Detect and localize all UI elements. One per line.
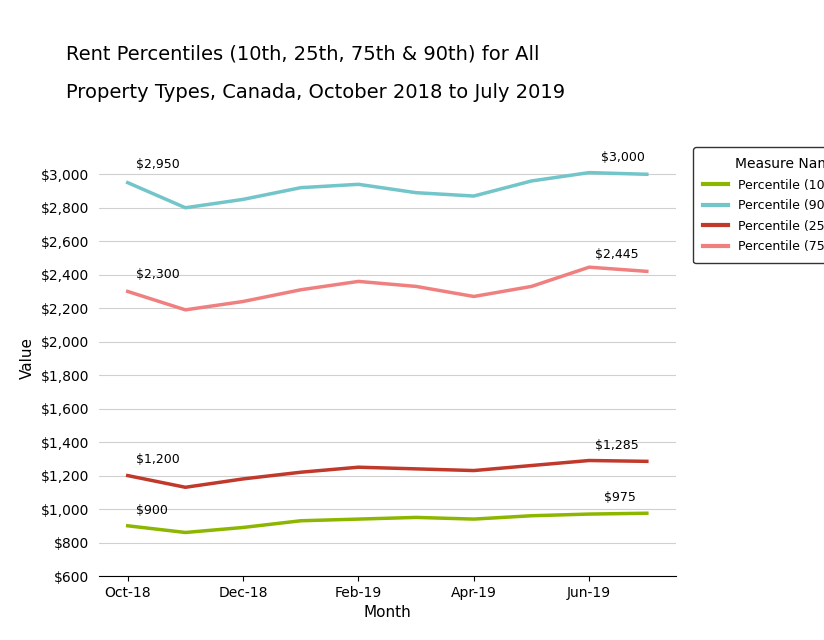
Text: $3,000: $3,000 [601, 151, 644, 164]
Text: $2,445: $2,445 [595, 248, 639, 261]
Y-axis label: Value: Value [20, 337, 35, 380]
Text: $1,285: $1,285 [595, 439, 639, 452]
Text: Property Types, Canada, October 2018 to July 2019: Property Types, Canada, October 2018 to … [66, 83, 565, 102]
Text: $900: $900 [136, 504, 168, 516]
Text: $2,300: $2,300 [136, 268, 180, 282]
Text: $1,200: $1,200 [136, 453, 180, 467]
Legend: Percentile (10) of Rent, Percentile (90) of Rent, Percentile (25) of Rent, Perce: Percentile (10) of Rent, Percentile (90)… [694, 147, 824, 263]
Text: Rent Percentiles (10th, 25th, 75th & 90th) for All: Rent Percentiles (10th, 25th, 75th & 90t… [66, 45, 540, 64]
Text: $975: $975 [603, 491, 635, 504]
Text: $2,950: $2,950 [136, 158, 180, 171]
X-axis label: Month: Month [363, 605, 411, 620]
